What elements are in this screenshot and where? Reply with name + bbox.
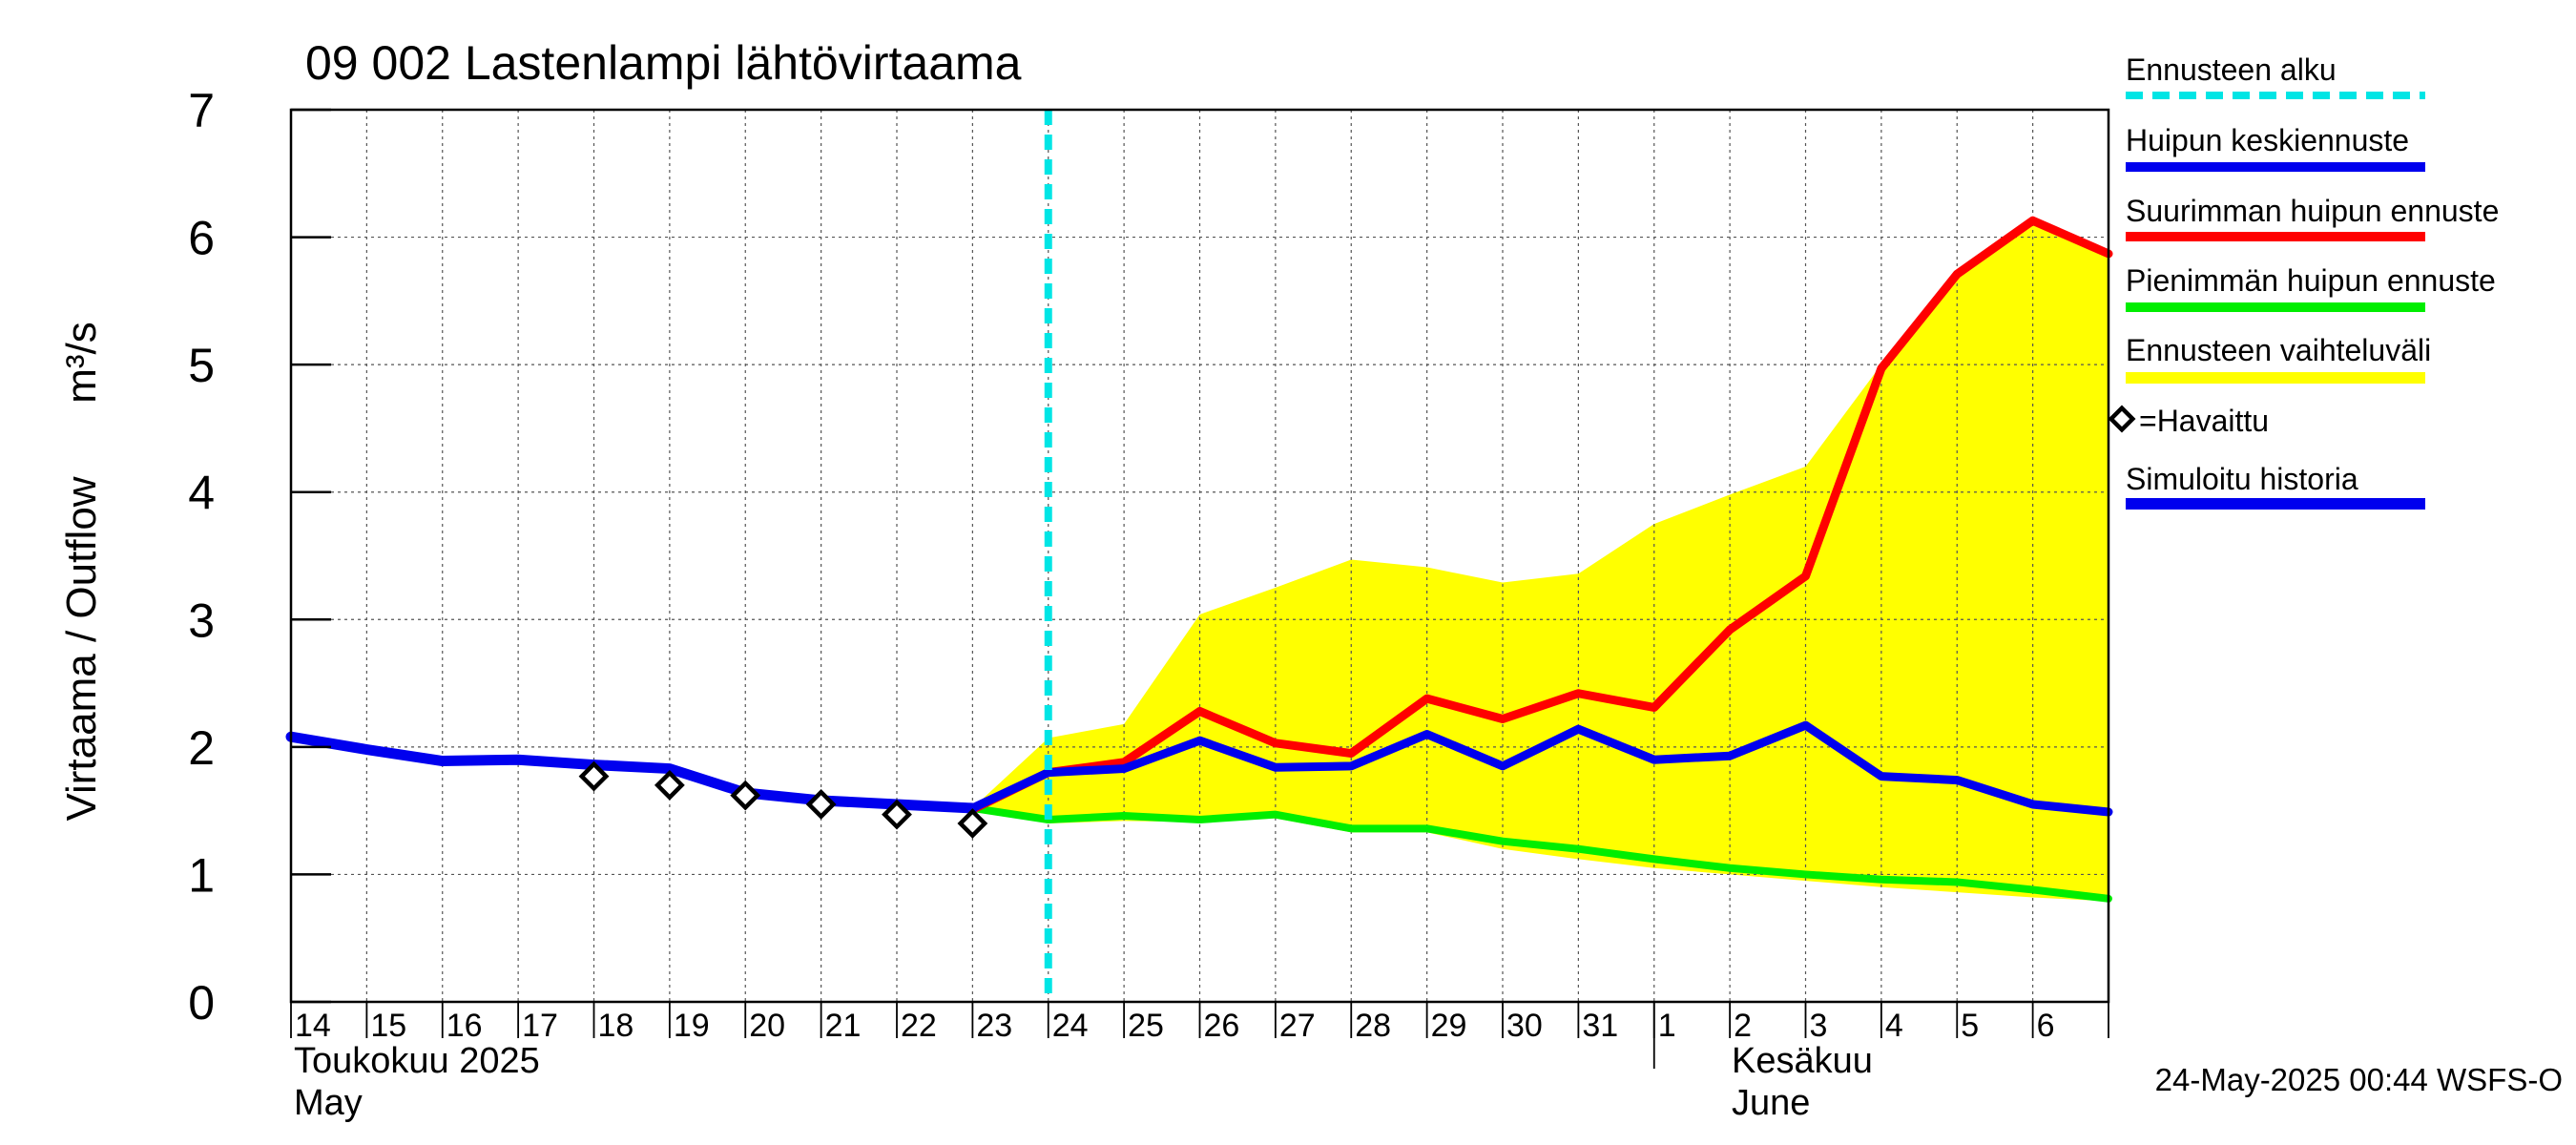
y-tick-label: 0 bbox=[188, 976, 215, 1030]
max-peak-forecast-line bbox=[967, 216, 2113, 814]
y-tick-label: 1 bbox=[188, 848, 215, 902]
legend-label-simulated-history: Simuloitu historia bbox=[2126, 462, 2358, 496]
month-label-may-fi: Toukokuu 2025 bbox=[294, 1041, 540, 1081]
legend-label-max-peak: Suurimman huipun ennuste bbox=[2126, 194, 2499, 228]
y-axis: 0 1 2 3 4 5 6 7 bbox=[188, 84, 331, 1030]
month-label-june-en: June bbox=[1732, 1083, 1810, 1123]
y-axis-title: Virtaama / Outflow bbox=[58, 476, 105, 821]
observed-marker bbox=[654, 770, 685, 801]
y-tick-label: 2 bbox=[188, 721, 215, 775]
x-tick-label: 30 bbox=[1506, 1008, 1543, 1044]
x-tick-label: 23 bbox=[976, 1008, 1012, 1044]
plot-area bbox=[285, 108, 2113, 1004]
x-tick-label: 22 bbox=[901, 1008, 937, 1044]
timestamp: 24-May-2025 00:44 WSFS-O bbox=[2155, 1062, 2563, 1097]
observed-markers bbox=[578, 760, 988, 839]
min-peak-forecast-line bbox=[968, 803, 2112, 903]
x-tick-label: 29 bbox=[1431, 1008, 1467, 1044]
y-axis-label: Virtaama / Outflow bbox=[58, 476, 105, 821]
y-axis-unit: m³/s bbox=[58, 322, 105, 404]
y-axis-unit-group: m³/s bbox=[58, 322, 105, 404]
x-tick-label: 28 bbox=[1355, 1008, 1391, 1044]
x-tick-label: 1 bbox=[1658, 1008, 1676, 1044]
month-label-may-en: May bbox=[294, 1083, 363, 1123]
x-tick-label: 31 bbox=[1582, 1008, 1618, 1044]
y-tick-label: 6 bbox=[188, 212, 215, 265]
x-tick-label: 5 bbox=[1961, 1008, 1979, 1044]
y-tick-label: 4 bbox=[188, 467, 215, 520]
x-tick-label: 16 bbox=[447, 1008, 483, 1044]
forecast-range-band bbox=[972, 220, 2109, 902]
month-label-june-fi: Kesäkuu bbox=[1732, 1041, 1873, 1081]
legend-swatch-observed bbox=[2108, 405, 2136, 433]
x-tick-label: 2 bbox=[1734, 1008, 1752, 1044]
x-tick-label: 26 bbox=[1204, 1008, 1240, 1044]
legend: Ennusteen alku Huipun keskiennuste Suuri… bbox=[2108, 52, 2499, 510]
x-tick-label: 4 bbox=[1885, 1008, 1903, 1044]
grid bbox=[291, 110, 2109, 1002]
legend-label-forecast-range: Ennusteen vaihteluväli bbox=[2126, 333, 2431, 367]
legend-label-forecast-start: Ennusteen alku bbox=[2126, 52, 2337, 87]
y-tick-label: 7 bbox=[188, 84, 215, 137]
x-tick-label: 6 bbox=[2037, 1008, 2055, 1044]
x-tick-label: 18 bbox=[598, 1008, 634, 1044]
x-tick-label: 24 bbox=[1052, 1008, 1089, 1044]
x-tick-label: 3 bbox=[1810, 1008, 1828, 1044]
x-tick-label: 15 bbox=[370, 1008, 406, 1044]
chart-title: 09 002 Lastenlampi lähtövirtaama bbox=[305, 36, 1022, 90]
x-tick-label: 14 bbox=[295, 1008, 331, 1044]
observed-marker bbox=[882, 799, 912, 830]
observed-marker bbox=[957, 808, 988, 839]
y-tick-label: 5 bbox=[188, 339, 215, 392]
legend-label-min-peak: Pienimmän huipun ennuste bbox=[2126, 263, 2496, 298]
forecast-range-layer bbox=[972, 220, 2109, 902]
x-tick-label: 20 bbox=[749, 1008, 785, 1044]
series-layer bbox=[285, 110, 2113, 1002]
x-tick-label: 19 bbox=[674, 1008, 710, 1044]
observed-marker bbox=[730, 780, 761, 811]
observed-marker bbox=[805, 789, 837, 820]
legend-label-mean-peak: Huipun keskiennuste bbox=[2126, 123, 2409, 157]
mean-peak-forecast-line bbox=[967, 720, 2113, 817]
y-tick-label: 3 bbox=[188, 593, 215, 647]
simulated-history-line bbox=[285, 731, 978, 814]
legend-label-observed: =Havaittu bbox=[2139, 404, 2269, 438]
x-tick-label: 27 bbox=[1279, 1008, 1316, 1044]
x-axis: 14 15 16 17 18 19 20 21 22 23 24 25 26 27 28 29 30 31 1 2 3 4… bbox=[290, 1002, 2109, 1069]
x-tick-label: 25 bbox=[1128, 1008, 1164, 1044]
month-labels: Toukokuu 2025 May Kesäkuu June bbox=[294, 1041, 1873, 1123]
observed-marker bbox=[578, 760, 610, 792]
x-tick-label: 17 bbox=[522, 1008, 558, 1044]
x-tick-label: 21 bbox=[825, 1008, 862, 1044]
